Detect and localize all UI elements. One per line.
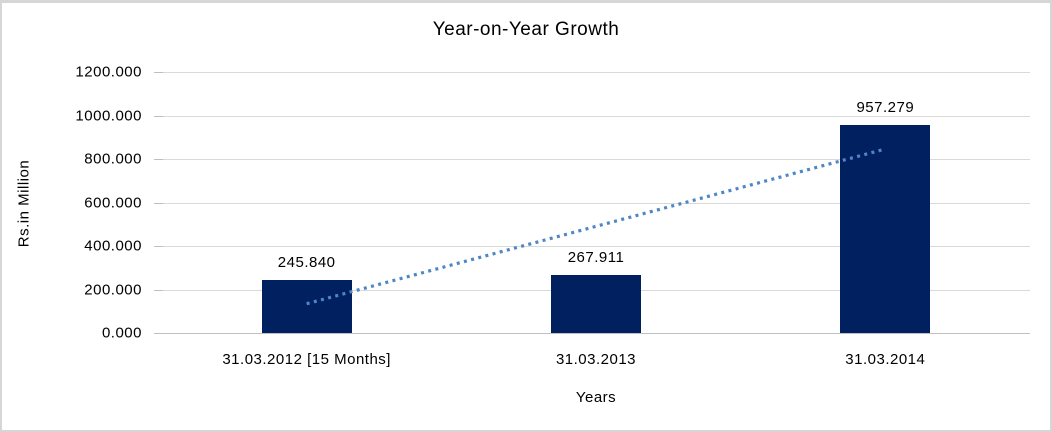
data-label: 957.279 — [856, 98, 915, 116]
x-tick-label: 31.03.2014 — [845, 351, 926, 368]
x-axis-title: Years — [575, 389, 617, 406]
y-tick-mark — [154, 333, 163, 334]
y-tick-label: 0.000 — [101, 324, 142, 342]
bar-31.03.2013 — [551, 274, 641, 333]
y-tick-mark — [154, 289, 163, 291]
y-gridline — [162, 72, 1030, 73]
y-tick-label: 400.000 — [84, 237, 142, 255]
y-tick-mark — [154, 115, 163, 117]
y-tick-label: 200.000 — [84, 281, 142, 298]
x-tick-label: 31.03.2013 — [555, 351, 637, 368]
y-tick-mark — [154, 72, 163, 73]
x-axis-line — [162, 333, 1030, 334]
x-tick-label: 31.03.2012 [15 Months] — [222, 351, 391, 368]
y-tick-label: 600.000 — [84, 194, 142, 211]
y-tick-label: 800.000 — [84, 150, 142, 168]
y-tick-label: 1000.000 — [75, 107, 142, 124]
chart-title: Year-on-Year Growth — [432, 19, 620, 40]
data-label: 267.911 — [567, 248, 625, 266]
y-tick-mark — [154, 246, 163, 247]
y-gridline — [162, 115, 1030, 117]
data-label: 245.840 — [277, 253, 336, 271]
y-tick-mark — [154, 159, 163, 160]
bar-31.03.2012 [15 Months] — [261, 279, 352, 333]
bar-31.03.2014 — [840, 124, 931, 333]
y-tick-mark — [154, 202, 163, 204]
y-tick-label: 1200.000 — [75, 63, 142, 81]
